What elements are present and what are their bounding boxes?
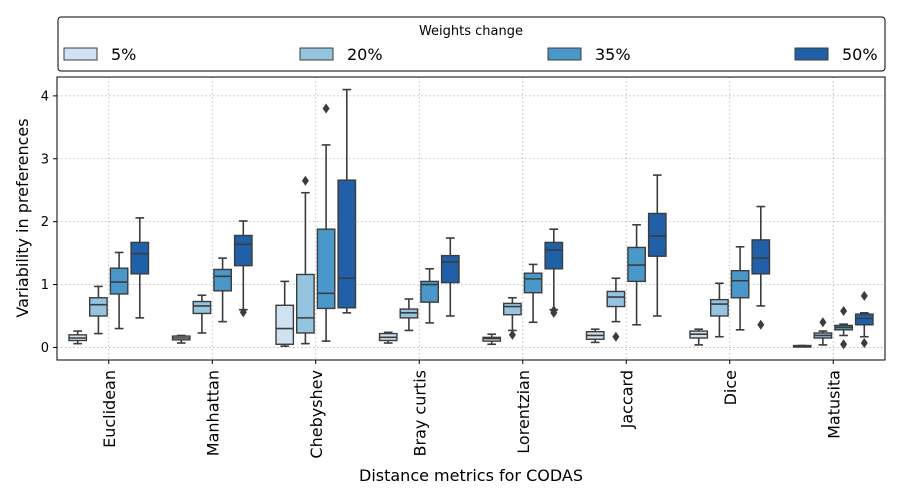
box-iqr <box>109 267 129 295</box>
box-group <box>606 277 626 342</box>
box-group <box>109 251 129 330</box>
outlier-marker <box>508 329 516 340</box>
box-group <box>213 257 232 323</box>
legend-label: 35% <box>595 45 631 64</box>
legend-swatch <box>547 47 582 61</box>
outlier-marker <box>322 103 330 114</box>
box-group <box>233 220 253 318</box>
box-group <box>689 328 709 346</box>
box-group <box>792 344 812 348</box>
box-group <box>440 237 460 317</box>
x-tick-label: Bray curtis <box>410 370 429 456</box>
box-iqr <box>523 272 543 294</box>
outlier-marker <box>860 290 868 301</box>
x-tick-label: Jaccard <box>617 370 636 429</box>
y-tick-label: 0 <box>41 341 49 356</box>
legend-title: Weights change <box>419 24 523 39</box>
legend-label: 20% <box>347 45 383 64</box>
legend-swatch <box>794 47 829 61</box>
y-axis: 0 1 2 3 4 <box>41 89 57 356</box>
box-iqr <box>89 297 108 317</box>
box-group <box>482 333 502 346</box>
box-group <box>730 246 750 331</box>
box-iqr <box>606 290 626 308</box>
box-iqr <box>710 298 729 317</box>
outlier-marker <box>550 305 558 316</box>
legend-swatch <box>299 47 334 61</box>
x-axis-label: Distance metrics for CODAS <box>359 466 583 485</box>
box-group <box>523 263 543 324</box>
outlier-marker <box>840 339 848 350</box>
box-group <box>296 175 315 345</box>
x-tick-label: Lorentzian <box>514 370 533 454</box>
y-axis-label: Variability in preferences <box>13 118 32 317</box>
box-iqr <box>233 234 253 267</box>
box-group <box>337 88 357 314</box>
box-group <box>316 103 336 342</box>
box-group <box>275 280 295 347</box>
outlier-marker <box>239 307 247 318</box>
gridlines <box>57 77 885 360</box>
box-iqr <box>440 254 460 284</box>
box-iqr <box>275 304 295 345</box>
legend-label: 5% <box>111 45 136 64</box>
outlier-marker <box>819 317 827 328</box>
box-iqr <box>420 280 439 303</box>
box-iqr <box>854 313 874 326</box>
box-group <box>89 285 108 335</box>
box-group <box>420 268 439 324</box>
y-tick-label: 1 <box>41 278 49 293</box>
box-iqr <box>337 179 357 309</box>
box-iqr <box>192 300 212 315</box>
box-iqr <box>213 268 232 292</box>
box-group <box>854 290 874 349</box>
x-axis: Euclidean Manhattan Chebyshev Bray curtis Lo… <box>100 360 843 459</box>
box-iqr <box>130 241 150 275</box>
box-iqr <box>730 269 750 299</box>
x-tick-label: Matusita <box>824 370 843 439</box>
box-iqr <box>751 239 771 275</box>
box-group <box>68 330 88 345</box>
box-group <box>544 228 564 318</box>
box-iqr <box>647 212 667 257</box>
box-iqr <box>316 228 336 310</box>
outlier-marker <box>757 319 765 330</box>
y-tick-label: 2 <box>41 215 49 230</box>
y-tick-label: 4 <box>41 89 49 104</box>
legend: Weights change 5% 20% 35% 50% <box>57 16 886 72</box>
legend-frame <box>57 16 886 72</box>
boxes-layer <box>68 88 874 350</box>
box-iqr <box>503 302 522 316</box>
outlier-marker <box>612 331 620 342</box>
box-group <box>813 317 833 346</box>
box-group <box>171 334 191 344</box>
box-group <box>585 328 605 344</box>
box-group <box>130 217 150 319</box>
box-group <box>710 282 729 338</box>
box-group <box>647 174 667 317</box>
x-tick-label: Chebyshev <box>307 370 326 459</box>
box-group <box>399 298 419 332</box>
outlier-marker <box>301 175 309 186</box>
box-group <box>503 296 522 340</box>
box-group <box>192 294 212 334</box>
box-group <box>834 305 853 350</box>
legend-label: 50% <box>842 45 878 64</box>
x-tick-label: Euclidean <box>100 370 119 448</box>
y-tick-label: 3 <box>41 152 49 167</box>
legend-swatch <box>63 47 98 61</box>
box-group <box>378 331 398 344</box>
box-group <box>751 205 771 330</box>
box-iqr <box>296 273 315 334</box>
plot-frame <box>56 76 886 361</box>
outlier-marker <box>840 305 848 316</box>
x-tick-label: Manhattan <box>203 370 222 456</box>
outlier-marker <box>860 338 868 349</box>
box-iqr <box>544 241 564 270</box>
box-group <box>627 223 646 326</box>
x-tick-label: Dice <box>721 370 740 405</box>
